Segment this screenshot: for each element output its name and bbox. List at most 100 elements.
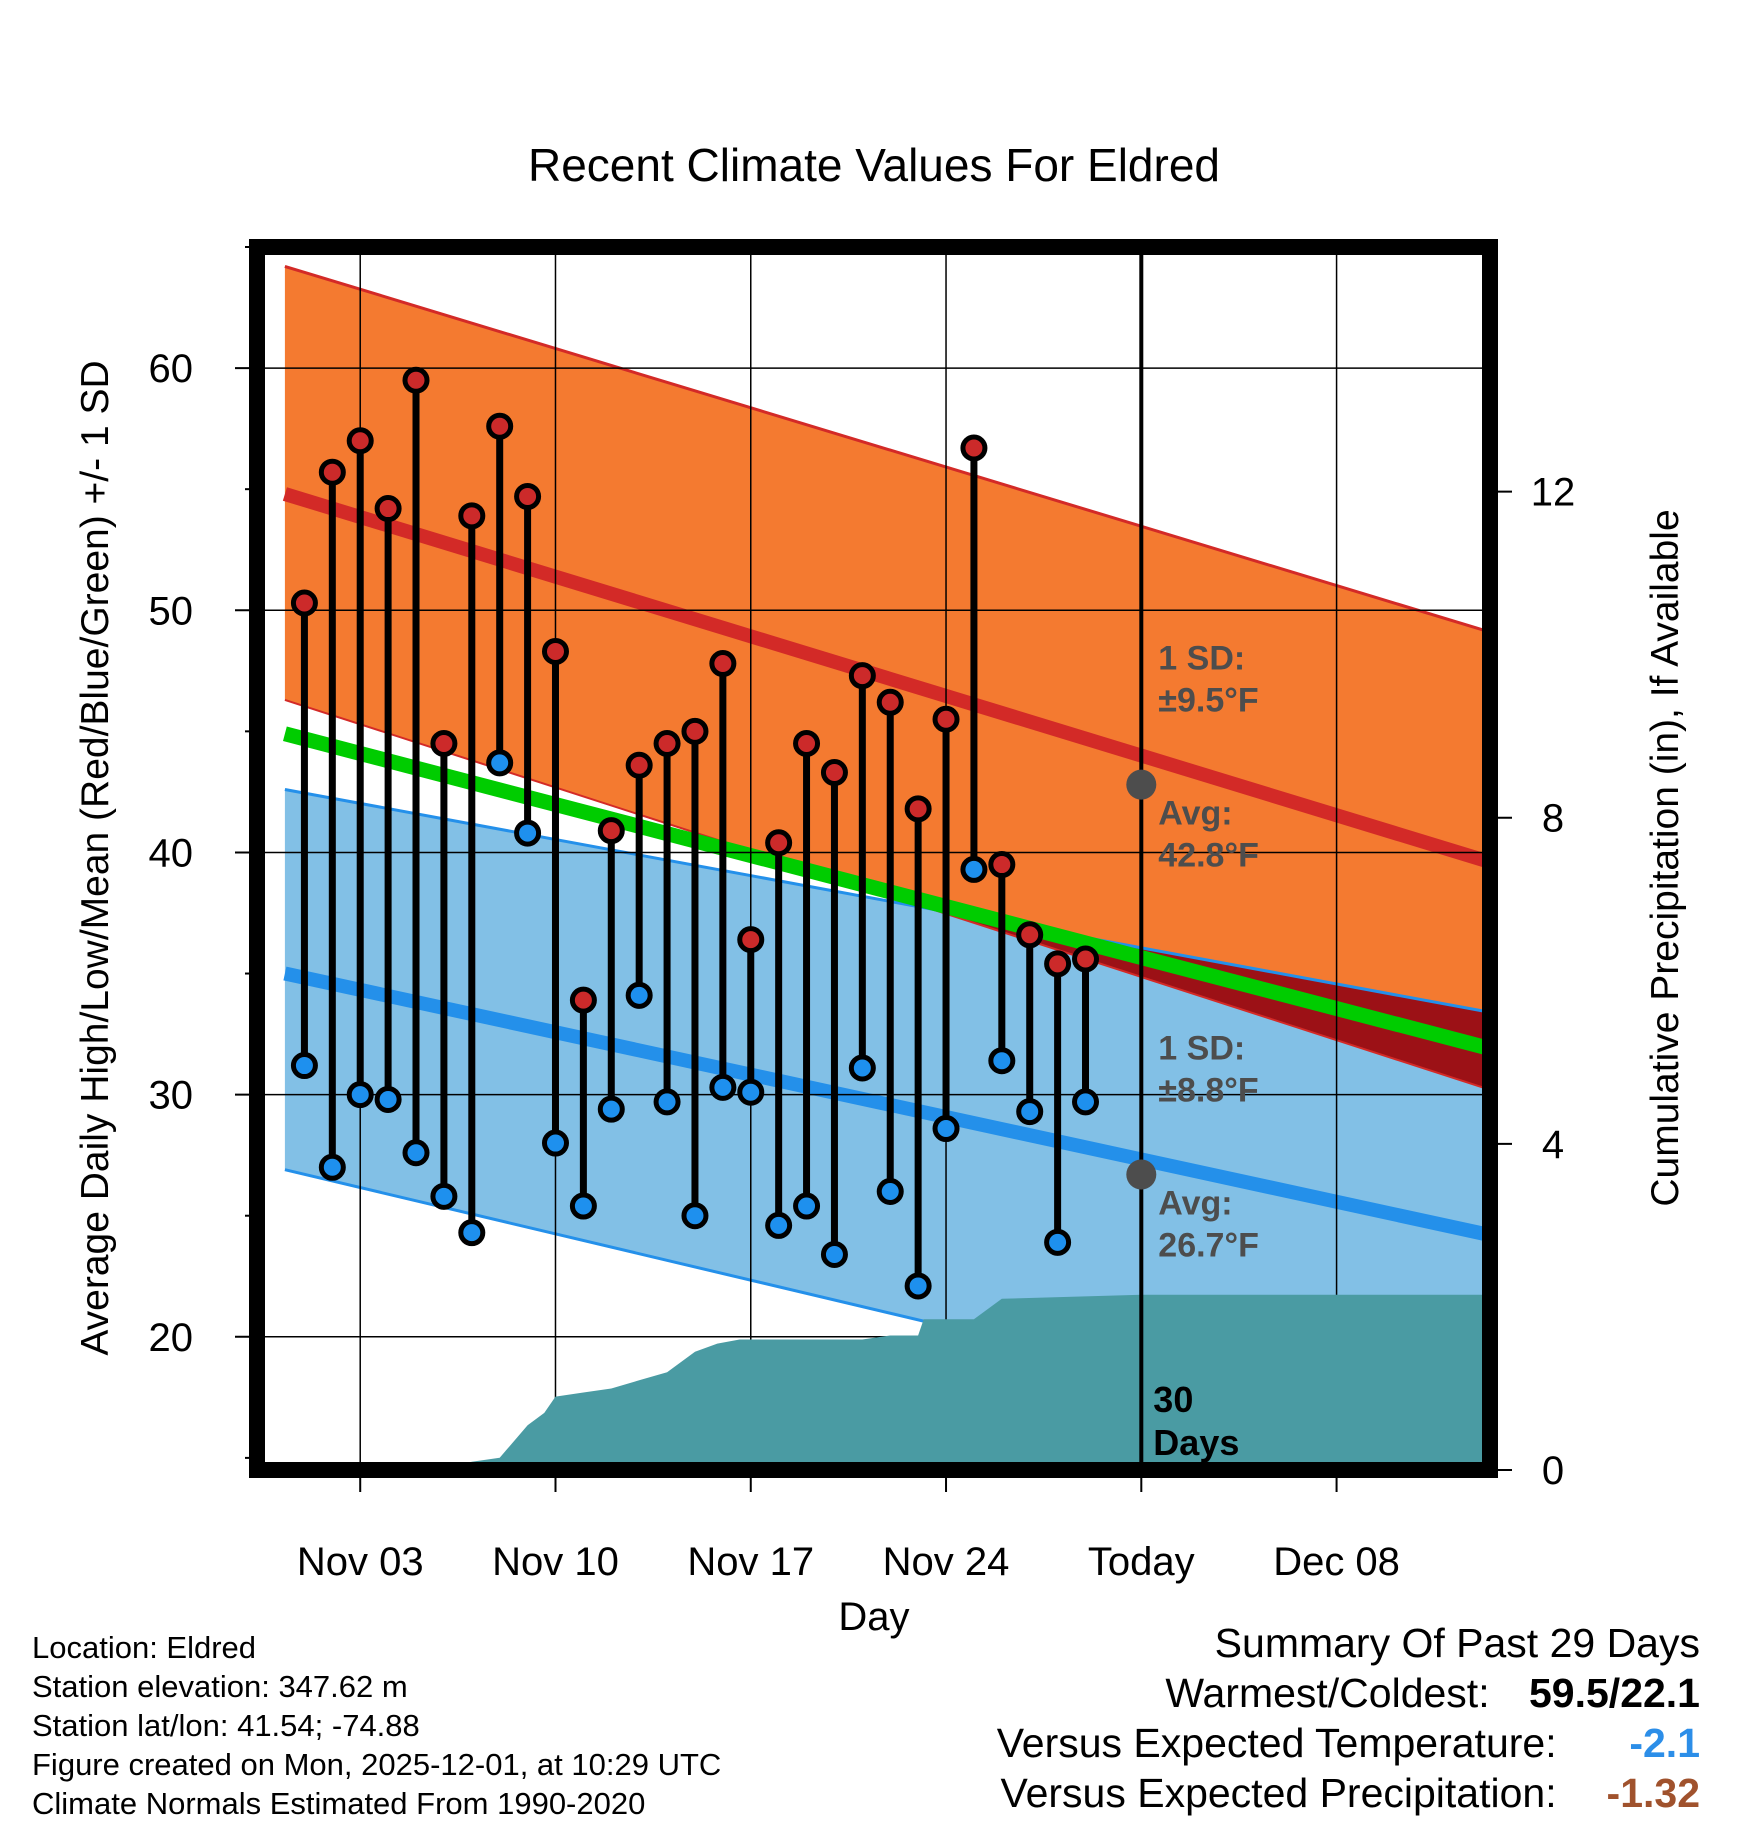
high-sd-label: 1 SD: <box>1158 640 1245 678</box>
observation-day <box>709 650 737 1101</box>
high-point <box>514 482 542 510</box>
observation-day <box>290 589 318 1080</box>
x-tick-label: Nov 24 <box>883 1540 1010 1584</box>
low-point <box>904 1272 932 1300</box>
low-sd-label: 1 SD: <box>1158 1030 1245 1068</box>
low-point <box>625 981 653 1009</box>
observation-day <box>848 662 876 1082</box>
low-point <box>765 1211 793 1239</box>
normal-high-line <box>282 487 1490 869</box>
observation-day <box>932 705 960 1143</box>
plot-frame <box>249 239 1498 1478</box>
low-point <box>737 1078 765 1106</box>
high-point <box>1044 950 1072 978</box>
low-point <box>1072 1088 1100 1116</box>
observation-day <box>486 412 514 777</box>
y-tick-label: 60 <box>149 347 194 391</box>
high-avg-value: 42.8°F <box>1158 837 1259 875</box>
low-point <box>430 1182 458 1210</box>
high-point <box>486 412 514 440</box>
warmest-coldest-label: Warmest/Coldest: <box>1165 1670 1490 1716</box>
observation-day <box>541 637 569 1157</box>
observation-day <box>1044 950 1072 1256</box>
temp-departure-label: Versus Expected Temperature: <box>996 1720 1557 1766</box>
high-point <box>290 589 318 617</box>
observation-day <box>793 729 821 1220</box>
axes: Nov 03 Nov 10 Nov 17 Nov 24 Today Dec 08 20 30 4… <box>149 246 1575 1584</box>
normals-text: Climate Normals Estimated From 1990-2020 <box>32 1786 646 1821</box>
precip-area <box>430 1294 1490 1470</box>
high-avg-label: Avg: <box>1158 795 1232 833</box>
low-point <box>541 1129 569 1157</box>
low-point <box>1044 1228 1072 1256</box>
period-label-unit: Days <box>1153 1422 1239 1463</box>
observation-day <box>374 495 402 1113</box>
created-text: Figure created on Mon, 2025-12-01, at 10… <box>32 1747 722 1782</box>
high-point <box>737 926 765 954</box>
high-point <box>318 458 346 486</box>
low-point <box>374 1085 402 1113</box>
summary-heading: Summary Of Past 29 Days <box>1214 1620 1700 1666</box>
observation-day <box>960 434 988 883</box>
observation-day <box>876 688 904 1205</box>
observation-day <box>625 751 653 1009</box>
low-point <box>876 1177 904 1205</box>
x-tick-label: Dec 08 <box>1273 1540 1400 1584</box>
observation-day <box>765 829 793 1239</box>
x-axis-label: Day <box>838 1595 909 1639</box>
high-point <box>681 717 709 745</box>
y-tick-label: 20 <box>149 1316 194 1360</box>
low-point <box>318 1153 346 1181</box>
high-point <box>1016 921 1044 949</box>
low-avg-label: Avg: <box>1158 1185 1232 1223</box>
y-tick-label: 40 <box>149 831 194 875</box>
observation-day <box>597 817 625 1123</box>
high-point <box>402 366 430 394</box>
observation-day <box>514 482 542 847</box>
observation-day <box>458 502 486 1247</box>
elevation-text: Station elevation: 347.62 m <box>32 1669 408 1704</box>
high-point <box>988 851 1016 879</box>
low-point <box>346 1081 374 1109</box>
low-point <box>988 1047 1016 1075</box>
x-tick-label: Nov 10 <box>492 1540 619 1584</box>
high-point <box>765 829 793 857</box>
y2-tick-label: 0 <box>1542 1449 1564 1493</box>
high-point <box>820 759 848 787</box>
warmest-coldest-value: 59.5/22.1 <box>1529 1670 1700 1716</box>
observation-day <box>1072 945 1100 1116</box>
observations <box>290 366 1100 1300</box>
high-point <box>569 986 597 1014</box>
x-tick-label: Nov 17 <box>687 1540 814 1584</box>
observation-day <box>681 717 709 1230</box>
high-point <box>653 729 681 757</box>
precip-departure-label: Versus Expected Precipitation: <box>1000 1770 1557 1816</box>
low-point <box>793 1192 821 1220</box>
summary-panel: Summary Of Past 29 Days Warmest/Coldest:… <box>997 1618 1700 1818</box>
observation-day <box>904 795 932 1300</box>
low-point <box>458 1219 486 1247</box>
high-point <box>876 688 904 716</box>
low-sd-value: ±8.8°F <box>1158 1072 1258 1110</box>
low-point <box>486 749 514 777</box>
high-point <box>597 817 625 845</box>
high-point <box>541 637 569 665</box>
low-point <box>1016 1098 1044 1126</box>
precip-layer <box>430 247 1490 1470</box>
high-point <box>848 662 876 690</box>
observation-day <box>988 851 1016 1075</box>
low-point <box>290 1052 318 1080</box>
low-point <box>402 1139 430 1167</box>
chart-title: Recent Climate Values For Eldred <box>528 139 1220 191</box>
low-point <box>597 1095 625 1123</box>
precip-departure-value: -1.32 <box>1606 1770 1700 1816</box>
observation-day <box>318 458 346 1181</box>
observation-day <box>346 427 374 1109</box>
x-tick-label: Nov 03 <box>297 1540 424 1584</box>
y-axis-label: Average Daily High/Low/Mean (Red/Blue/Gr… <box>74 360 117 1355</box>
low-point <box>709 1073 737 1101</box>
high-point <box>709 650 737 678</box>
high-point <box>1072 945 1100 973</box>
annotations: 1 SD: ±9.5°F Avg: 42.8°F 1 SD: ±8.8°F Avg: 26.7… <box>1126 640 1259 1463</box>
low-avg-value: 26.7°F <box>1158 1227 1259 1265</box>
